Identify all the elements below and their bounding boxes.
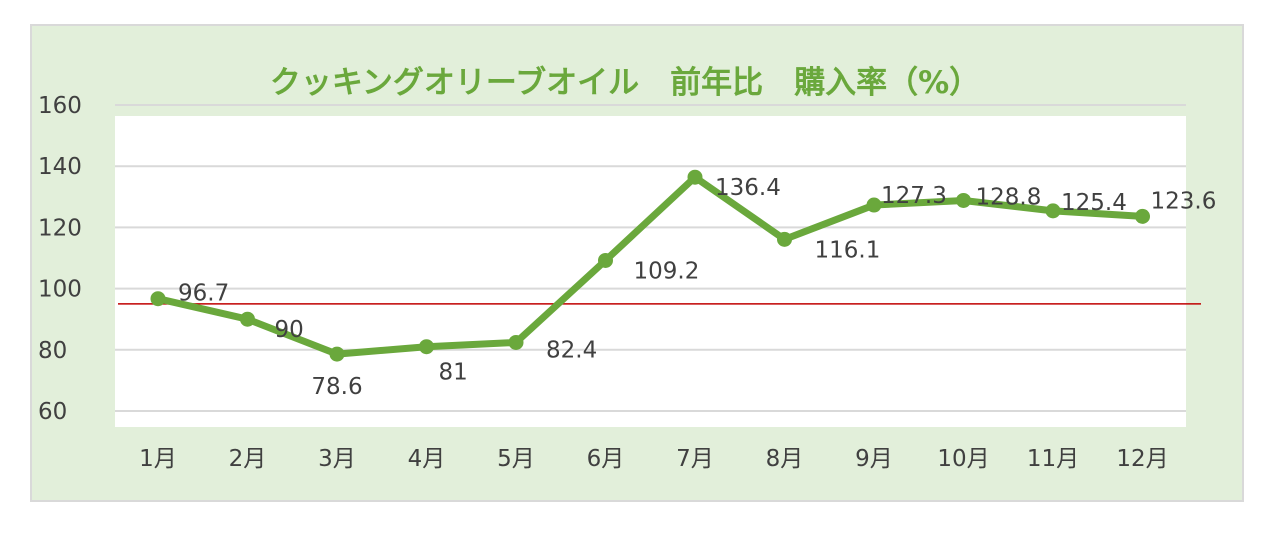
y-tick-label: 80 — [38, 338, 67, 364]
x-tick-label: 1月 — [139, 446, 177, 472]
data-label: 90 — [275, 317, 304, 343]
x-axis-ticks: 1月 2月 3月 4月 5月 6月 7月 8月 9月 10月 11月 12月 — [139, 446, 1168, 472]
data-label: 123.6 — [1151, 188, 1217, 214]
x-tick-label: 11月 — [1027, 446, 1079, 472]
data-label: 136.4 — [715, 175, 781, 201]
data-point — [1135, 208, 1150, 224]
data-label: 78.6 — [311, 374, 362, 400]
data-label: 96.7 — [178, 281, 229, 307]
x-tick-label: 6月 — [587, 446, 625, 472]
data-point — [419, 339, 434, 355]
y-tick-label: 160 — [38, 93, 82, 119]
data-point — [956, 192, 971, 208]
x-tick-label: 3月 — [318, 446, 356, 472]
series-line — [154, 173, 1146, 358]
series-layer — [150, 169, 1150, 362]
data-labels: 96.7 90 78.6 81 82.4 109.2 136.4 116.1 127.3 128.… — [178, 175, 1216, 400]
y-axis-ticks: 60 80 100 120 140 160 — [38, 93, 82, 425]
y-tick-label: 60 — [38, 399, 67, 425]
data-point — [866, 197, 882, 213]
data-label: 109.2 — [634, 258, 700, 284]
data-label: 125.4 — [1061, 190, 1127, 216]
x-tick-label: 8月 — [766, 446, 804, 472]
data-label: 128.8 — [976, 184, 1042, 210]
x-tick-label: 7月 — [676, 446, 714, 472]
x-tick-label: 4月 — [408, 446, 446, 472]
data-point — [687, 169, 703, 185]
data-point — [329, 346, 345, 362]
y-tick-label: 140 — [38, 154, 82, 180]
plot-area — [115, 116, 1186, 427]
x-tick-label: 12月 — [1116, 446, 1168, 472]
data-point — [1045, 203, 1061, 219]
data-point — [598, 252, 613, 268]
data-point — [240, 311, 255, 327]
chart-title: クッキングオリーブオイル 前年比 購入率（%） — [270, 65, 980, 101]
y-tick-label: 100 — [38, 277, 82, 303]
y-tick-label: 120 — [38, 215, 82, 241]
data-point — [150, 291, 166, 307]
x-tick-label: 2月 — [229, 446, 267, 472]
data-point — [777, 231, 792, 247]
x-tick-label: 10月 — [937, 446, 989, 472]
data-label: 81 — [439, 360, 468, 386]
data-point — [508, 334, 524, 350]
data-label: 127.3 — [881, 183, 947, 209]
x-tick-label: 9月 — [855, 446, 893, 472]
x-tick-label: 5月 — [497, 446, 535, 472]
data-label: 116.1 — [815, 237, 881, 263]
gridlines — [115, 104, 1186, 412]
data-label: 82.4 — [546, 337, 597, 363]
